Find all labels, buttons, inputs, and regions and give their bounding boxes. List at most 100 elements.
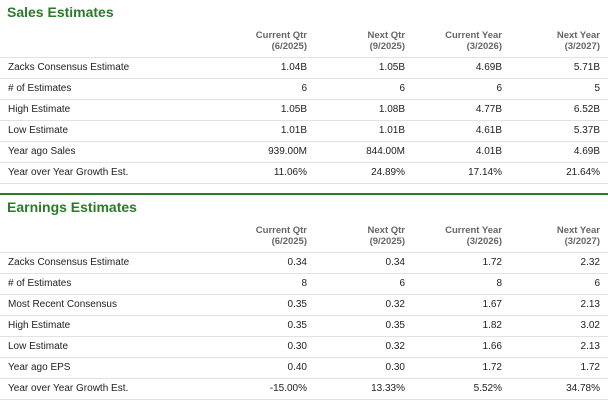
column-name: Current Qtr	[255, 225, 307, 236]
cell-value: 1.01B	[280, 125, 307, 136]
row-label: Year ago EPS	[8, 362, 71, 373]
cell-value: 1.72	[482, 257, 502, 268]
cell-value: 0.34	[287, 257, 307, 268]
row-label: Year over Year Growth Est.	[8, 383, 129, 394]
column-period: (3/2026)	[466, 41, 502, 52]
estimate-section: Earnings Estimates Current Qtr (6/2025) Nex…	[0, 193, 608, 400]
row-label: Low Estimate	[8, 125, 69, 136]
data-row: Zacks Consensus Estimate 0.34 0.34 1.72 2.32	[0, 253, 608, 274]
cell-value: 3.02	[580, 320, 600, 331]
column-name: Current Year	[445, 30, 502, 41]
row-label: Most Recent Consensus	[8, 299, 117, 310]
data-row: High Estimate 0.35 0.35 1.82 3.02	[0, 316, 608, 337]
column-period: (3/2027)	[564, 236, 600, 247]
column-period: (9/2025)	[369, 41, 405, 52]
cell-value: 2.32	[580, 257, 600, 268]
cell-value: 1.04B	[280, 62, 307, 73]
cell-value: 13.33%	[371, 383, 405, 394]
cell-value: 1.05B	[280, 104, 307, 115]
cell-value: 6	[496, 83, 502, 94]
data-row: # of Estimates 8 6 8 6	[0, 274, 608, 295]
data-row: Year ago EPS 0.40 0.30 1.72 1.72	[0, 358, 608, 379]
column-header: Current Qtr (6/2025)	[227, 225, 307, 247]
data-row: Zacks Consensus Estimate 1.04B 1.05B 4.69B 5…	[0, 58, 608, 79]
cell-value: 6	[399, 83, 405, 94]
cell-value: 2.13	[580, 299, 600, 310]
data-row: Year ago Sales 939.00M 844.00M 4.01B 4.69B	[0, 142, 608, 163]
cell-value: 4.77B	[475, 104, 502, 115]
cell-value: 24.89%	[371, 167, 405, 178]
column-name: Next Year	[556, 30, 600, 41]
column-header: Current Year (3/2026)	[405, 225, 502, 247]
header-row: Current Qtr (6/2025) Next Qtr (9/2025) Curre…	[0, 25, 608, 58]
cell-value: 0.30	[385, 362, 405, 373]
estimate-section: Sales Estimates Current Qtr (6/2025) Next Q…	[0, 0, 608, 184]
row-label: High Estimate	[8, 104, 71, 115]
cell-value: 6	[399, 278, 405, 289]
header-row: Current Qtr (6/2025) Next Qtr (9/2025) Curre…	[0, 220, 608, 253]
cell-value: 1.82	[482, 320, 502, 331]
cell-value: 4.01B	[475, 146, 502, 157]
cell-value: 0.35	[385, 320, 405, 331]
cell-value: 1.08B	[378, 104, 405, 115]
cell-value: 0.35	[287, 299, 307, 310]
column-name: Next Year	[556, 225, 600, 236]
row-label: High Estimate	[8, 320, 71, 331]
column-name: Next Qtr	[367, 30, 405, 41]
cell-value: 1.72	[482, 362, 502, 373]
data-row: # of Estimates 6 6 6 5	[0, 79, 608, 100]
cell-value: 5.37B	[573, 125, 600, 136]
cell-value: 1.01B	[378, 125, 405, 136]
data-row: Low Estimate 0.30 0.32 1.66 2.13	[0, 337, 608, 358]
section-title: Earnings Estimates	[7, 199, 137, 215]
row-label: # of Estimates	[8, 278, 72, 289]
cell-value: -15.00%	[269, 383, 307, 394]
row-label: Year over Year Growth Est.	[8, 167, 129, 178]
cell-value: 5	[594, 83, 600, 94]
cell-value: 844.00M	[366, 146, 405, 157]
cell-value: 0.30	[287, 341, 307, 352]
column-name: Current Year	[445, 225, 502, 236]
column-name: Current Qtr	[255, 30, 307, 41]
row-label: # of Estimates	[8, 83, 72, 94]
cell-value: 0.32	[385, 341, 405, 352]
cell-value: 4.69B	[475, 62, 502, 73]
column-period: (6/2025)	[271, 236, 307, 247]
column-header: Next Qtr (9/2025)	[307, 225, 405, 247]
data-row: Low Estimate 1.01B 1.01B 4.61B 5.37B	[0, 121, 608, 142]
row-label: Low Estimate	[8, 341, 69, 352]
cell-value: 8	[301, 278, 307, 289]
data-row: Most Recent Consensus 0.35 0.32 1.67 2.13	[0, 295, 608, 316]
cell-value: 1.67	[482, 299, 502, 310]
cell-value: 5.71B	[573, 62, 600, 73]
cell-value: 2.13	[580, 341, 600, 352]
cell-value: 8	[496, 278, 502, 289]
cell-value: 0.32	[385, 299, 405, 310]
cell-value: 5.52%	[473, 383, 502, 394]
cell-value: 0.40	[287, 362, 307, 373]
data-row: High Estimate 1.05B 1.08B 4.77B 6.52B	[0, 100, 608, 121]
cell-value: 1.72	[580, 362, 600, 373]
column-period: (6/2025)	[271, 41, 307, 52]
cell-value: 6.52B	[573, 104, 600, 115]
column-header: Next Qtr (9/2025)	[307, 30, 405, 52]
column-period: (3/2027)	[564, 41, 600, 52]
column-header: Next Year (3/2027)	[502, 30, 600, 52]
cell-value: 6	[594, 278, 600, 289]
cell-value: 11.06%	[273, 167, 307, 178]
cell-value: 1.05B	[378, 62, 405, 73]
cell-value: 0.34	[385, 257, 405, 268]
data-row: Year over Year Growth Est. -15.00% 13.33% 5…	[0, 379, 608, 400]
row-label: Zacks Consensus Estimate	[8, 62, 130, 73]
section-title: Sales Estimates	[7, 4, 114, 20]
column-header: Current Year (3/2026)	[405, 30, 502, 52]
column-name: Next Qtr	[367, 225, 405, 236]
cell-value: 939.00M	[268, 146, 307, 157]
cell-value: 21.64%	[566, 167, 600, 178]
cell-value: 0.35	[287, 320, 307, 331]
cell-value: 34.78%	[566, 383, 600, 394]
column-period: (3/2026)	[466, 236, 502, 247]
column-header: Current Qtr (6/2025)	[227, 30, 307, 52]
cell-value: 6	[301, 83, 307, 94]
